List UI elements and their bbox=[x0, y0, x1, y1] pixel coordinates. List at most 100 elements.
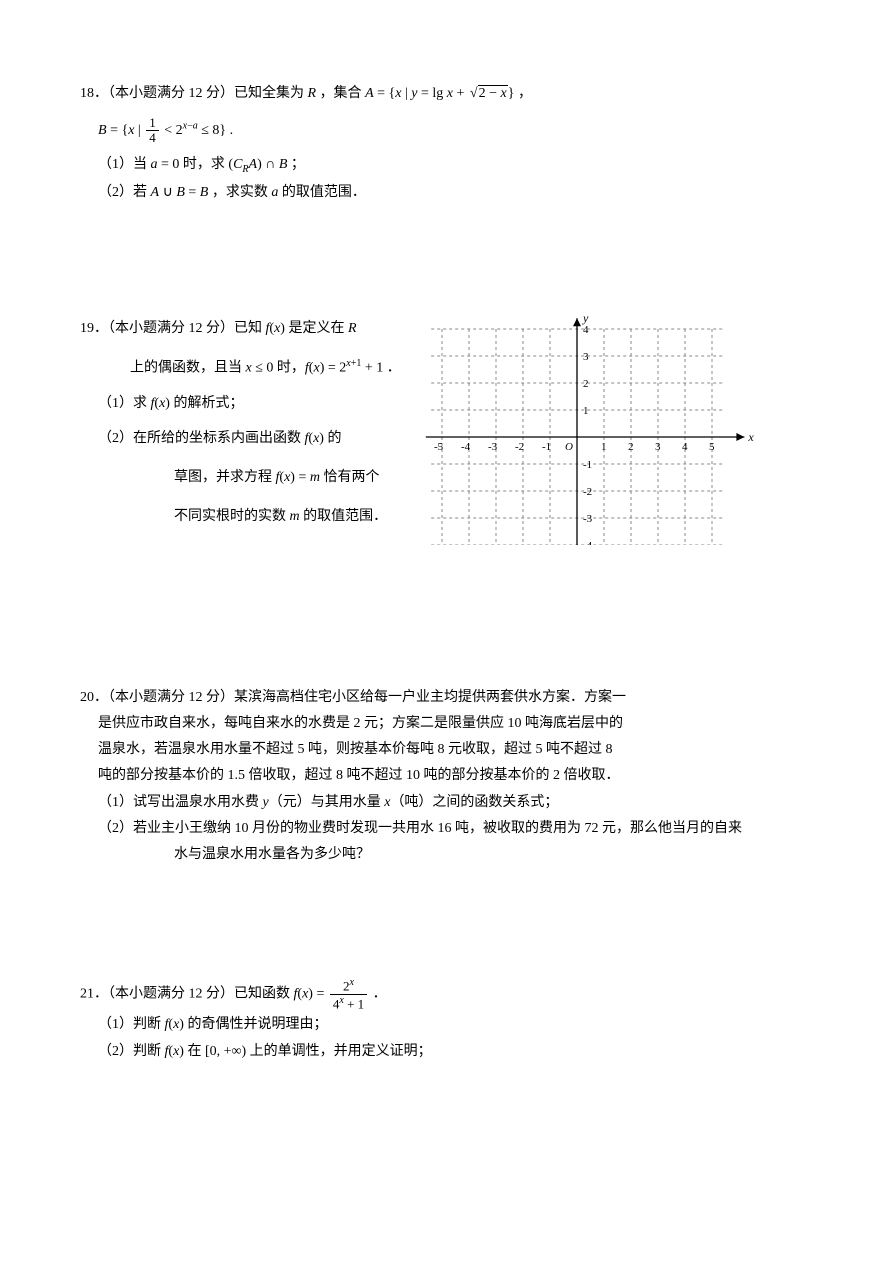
text: = 2 bbox=[324, 361, 346, 376]
text: ，求实数 bbox=[208, 185, 271, 200]
coordinate-grid: -5-4-3-2-1123451234-1-2-3-4Oxy bbox=[420, 315, 760, 545]
problem-21: 21．（本小题满分 12 分）已知函数 f(x) = 2x4x + 1 ． （1… bbox=[80, 977, 812, 1064]
svg-text:-4: -4 bbox=[583, 540, 593, 545]
p20-l1: 20．（本小题满分 12 分）某滨海高档住宅小区给每一户业主均提供两套供水方案．… bbox=[80, 685, 812, 710]
p18-header: 18．（本小题满分 12 分）已知全集为 R ，集合 A = {x | y = … bbox=[80, 81, 812, 106]
text: 在 [0, +∞) 上的单调性，并用定义证明； bbox=[184, 1044, 432, 1059]
text: 恰有两个 bbox=[320, 470, 380, 485]
problem-20: 20．（本小题满分 12 分）某滨海高档住宅小区给每一户业主均提供两套供水方案．… bbox=[80, 685, 812, 867]
text: （2）若 bbox=[98, 185, 151, 200]
fx: f bbox=[165, 1017, 169, 1032]
text: 19．（本小题满分 12 分）已知 bbox=[80, 321, 266, 336]
var-m: m bbox=[290, 509, 300, 524]
svg-text:-2: -2 bbox=[583, 486, 592, 498]
p20-l4: 吨的部分按基本价的 1.5 倍收取，超过 8 吨不超过 10 吨的部分按基本价的… bbox=[80, 763, 812, 788]
text: 草图，并求方程 bbox=[174, 470, 276, 485]
fx: f bbox=[151, 396, 155, 411]
set-B: B bbox=[176, 185, 185, 200]
text: 不同实根时的实数 bbox=[174, 509, 290, 524]
text: （2）判断 bbox=[98, 1044, 165, 1059]
text: | bbox=[134, 123, 144, 138]
svg-text:5: 5 bbox=[709, 441, 715, 453]
problem-18: 18．（本小题满分 12 分）已知全集为 R ，集合 A = {x | y = … bbox=[80, 81, 812, 205]
text: （1）试写出温泉水用水费 bbox=[98, 795, 263, 810]
text: ，集合 bbox=[316, 86, 365, 101]
text: （吨）之间的函数关系式； bbox=[390, 795, 558, 810]
text: + bbox=[453, 86, 468, 101]
fx: f bbox=[266, 321, 270, 336]
svg-text:4: 4 bbox=[583, 324, 589, 336]
text: 18．（本小题满分 12 分）已知全集为 bbox=[80, 86, 308, 101]
svg-text:2: 2 bbox=[628, 441, 634, 453]
text: 的奇偶性并说明理由； bbox=[184, 1017, 328, 1032]
set-R: R bbox=[308, 86, 317, 101]
set-A: A bbox=[365, 86, 374, 101]
problem-19: 19．（本小题满分 12 分）已知 f(x) 是定义在 R 上的偶函数，且当 x… bbox=[80, 315, 812, 545]
p19-header: 19．（本小题满分 12 分）已知 f(x) 是定义在 R bbox=[80, 316, 410, 341]
fx: f bbox=[276, 470, 280, 485]
grid-svg: -5-4-3-2-1123451234-1-2-3-4Oxy bbox=[420, 315, 760, 545]
sqrt: 2 − x bbox=[468, 81, 508, 106]
fx: f bbox=[305, 361, 309, 376]
text: = bbox=[185, 185, 200, 200]
var-a: a bbox=[151, 157, 158, 172]
text: } ， bbox=[508, 86, 532, 101]
fraction: 14 bbox=[146, 116, 159, 146]
text: （1）判断 bbox=[98, 1017, 165, 1032]
p21-q2: （2）判断 f(x) 在 [0, +∞) 上的单调性，并用定义证明； bbox=[80, 1039, 812, 1064]
radicand: 2 − x bbox=[478, 85, 508, 101]
svg-text:O: O bbox=[565, 441, 573, 453]
text: （2）在所给的坐标系内画出函数 bbox=[98, 431, 305, 446]
text: + 1 ． bbox=[361, 361, 400, 376]
p21-header: 21．（本小题满分 12 分）已知函数 f(x) = 2x4x + 1 ． bbox=[80, 977, 812, 1011]
svg-text:-3: -3 bbox=[583, 513, 593, 525]
text: （1）求 bbox=[98, 396, 151, 411]
p20-q2b: 水与温泉水用水量各为多少吨？ bbox=[80, 842, 812, 867]
text: ． bbox=[369, 986, 387, 1001]
set-R: R bbox=[348, 321, 357, 336]
p20-l3: 温泉水，若温泉水用水量不超过 5 吨，则按基本价每吨 8 元收取，超过 5 吨不… bbox=[80, 737, 812, 762]
p20-l2: 是供应市政自来水，每吨自来水的水费是 2 元；方案二是限量供应 10 吨海底岩层… bbox=[80, 711, 812, 736]
set-B: B bbox=[98, 123, 107, 138]
text: （元）与其用水量 bbox=[269, 795, 385, 810]
set-A: A bbox=[151, 185, 160, 200]
p18-q1: （1）当 a = 0 时，求 (CRA) ∩ B ； bbox=[80, 152, 812, 179]
text: （1）当 bbox=[98, 157, 151, 172]
fx: f bbox=[294, 986, 298, 1001]
text: 的解析式； bbox=[170, 396, 244, 411]
svg-text:y: y bbox=[582, 315, 589, 325]
text: ) ∩ bbox=[257, 157, 279, 172]
text: | bbox=[401, 86, 411, 101]
text: 的 bbox=[324, 431, 342, 446]
svg-text:x: x bbox=[747, 430, 754, 444]
p18-setB: B = {x | 14 < 2x−a ≤ 8} . bbox=[80, 116, 812, 146]
fx: f bbox=[305, 431, 309, 446]
p19-q2a: （2）在所给的坐标系内画出函数 f(x) 的 bbox=[80, 426, 410, 451]
text: = { bbox=[374, 86, 396, 101]
p19-q2b: 草图，并求方程 f(x) = m 恰有两个 bbox=[80, 465, 410, 490]
p19-q2c: 不同实根时的实数 m 的取值范围． bbox=[80, 504, 410, 529]
svg-text:-1: -1 bbox=[542, 441, 551, 453]
text: 21．（本小题满分 12 分）已知函数 bbox=[80, 986, 294, 1001]
text: = 0 时，求 ( bbox=[158, 157, 234, 172]
complement: CRA bbox=[233, 157, 257, 172]
svg-text:-5: -5 bbox=[434, 441, 444, 453]
svg-text:4: 4 bbox=[682, 441, 688, 453]
text: 的取值范围． bbox=[278, 185, 366, 200]
text: ≤ 8} . bbox=[198, 123, 233, 138]
svg-text:-2: -2 bbox=[515, 441, 524, 453]
svg-text:-1: -1 bbox=[583, 459, 592, 471]
text: ； bbox=[287, 157, 305, 172]
svg-text:3: 3 bbox=[583, 351, 589, 363]
text: ≤ 0 时， bbox=[252, 361, 305, 376]
p19-l2: 上的偶函数，且当 x ≤ 0 时，f(x) = 2x+1 + 1 ． bbox=[80, 355, 410, 381]
p20-q1: （1）试写出温泉水用水费 y（元）与其用水量 x（吨）之间的函数关系式； bbox=[80, 790, 812, 815]
text: 是定义在 bbox=[285, 321, 348, 336]
p20-q2a: （2）若业主小王缴纳 10 月份的物业费时发现一共用水 16 吨，被收取的费用为… bbox=[80, 816, 812, 841]
p21-q1: （1）判断 f(x) 的奇偶性并说明理由； bbox=[80, 1012, 812, 1037]
var-m: m bbox=[310, 470, 320, 485]
text: = bbox=[295, 470, 310, 485]
svg-text:1: 1 bbox=[601, 441, 607, 453]
fx: f bbox=[165, 1044, 169, 1059]
text: 的取值范围． bbox=[300, 509, 388, 524]
